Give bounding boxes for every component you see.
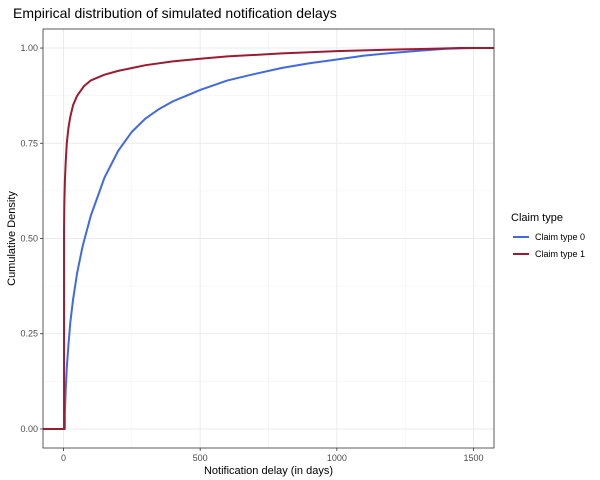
x-tick-label: 1500 (463, 453, 483, 463)
x-tick-label: 1000 (327, 453, 347, 463)
series-line-claim-type-0 (43, 47, 494, 430)
y-tick-label: 1.00 (20, 43, 38, 53)
y-tick-label: 0.25 (20, 329, 38, 339)
y-tick-label: 0.00 (20, 424, 38, 434)
x-tick-label: 0 (61, 453, 66, 463)
x-axis-title: Notification delay (in days) (204, 465, 333, 477)
legend-title: Claim type (511, 212, 563, 224)
legend: Claim type Claim type 0 Claim type 1 (511, 212, 585, 259)
x-tick-label: 500 (193, 453, 208, 463)
legend-label-claim-type-1: Claim type 1 (535, 249, 585, 259)
y-tick-label: 0.75 (20, 138, 38, 148)
legend-label-claim-type-0: Claim type 0 (535, 232, 585, 242)
grid-layer (43, 29, 494, 448)
y-axis-title: Cumulative Density (6, 191, 18, 286)
legend-items: Claim type 0 Claim type 1 (513, 232, 585, 259)
series-layer (43, 47, 494, 430)
y-tick-label: 0.50 (20, 234, 38, 244)
axis-layer: 0 500 1000 1500 0.00 0.25 0.50 0.75 1.00 (20, 43, 483, 463)
chart-title: Empirical distribution of simulated noti… (13, 5, 337, 21)
series-line-claim-type-1 (43, 47, 494, 430)
